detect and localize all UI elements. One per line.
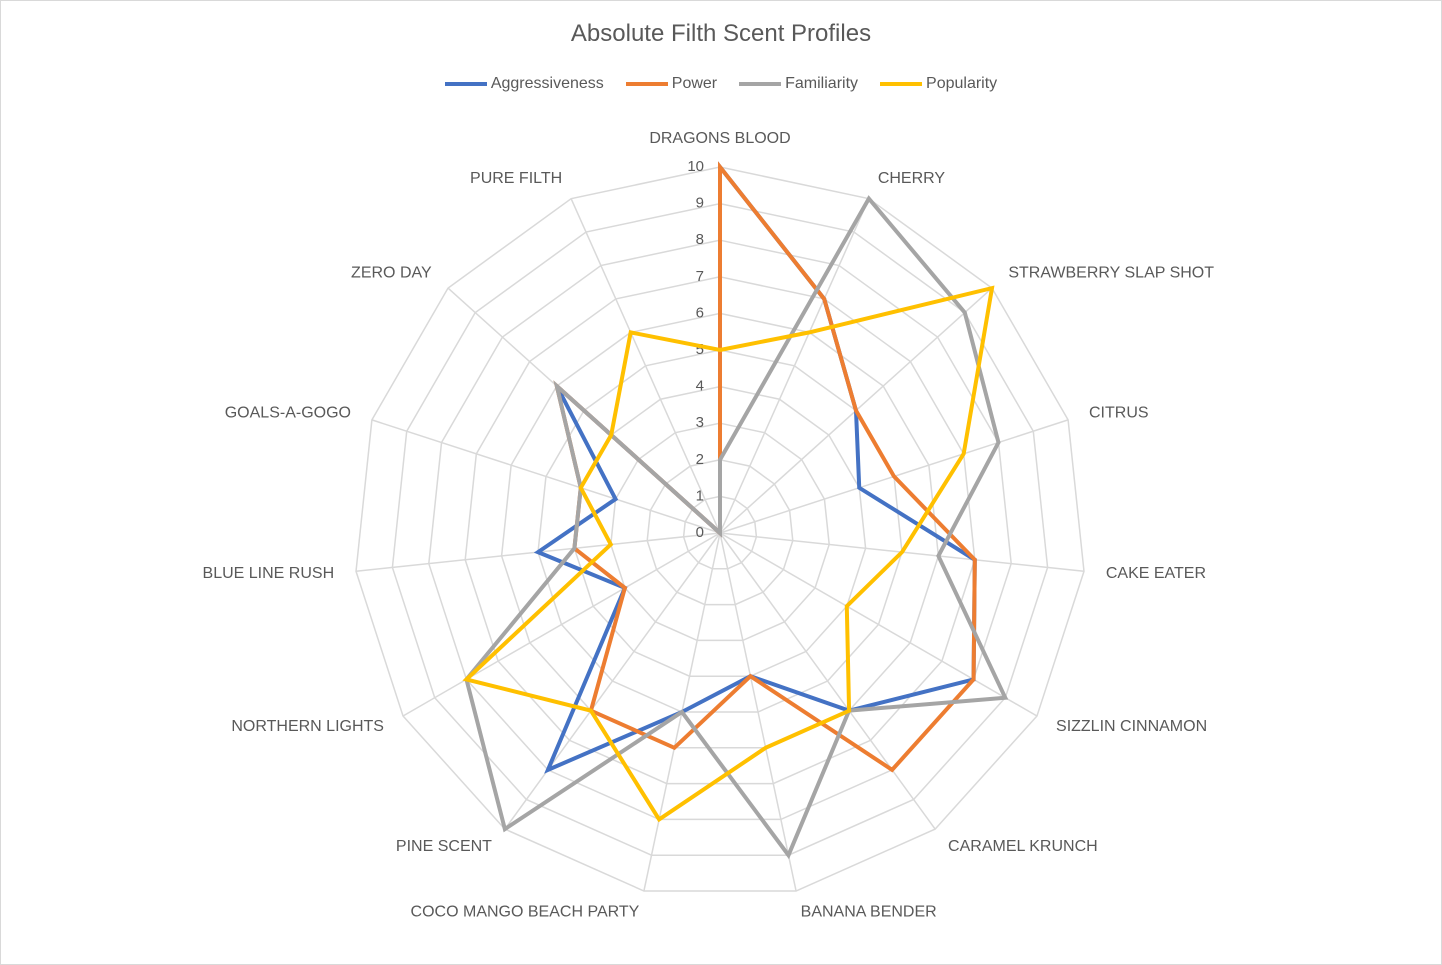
axis-tick-label: 5 xyxy=(696,341,704,358)
legend-label: Power xyxy=(671,75,718,92)
legend-item-aggressiveness: Aggressiveness xyxy=(444,75,604,93)
axis-tick-label: 3 xyxy=(696,414,704,431)
category-label: DRAGONS BLOOD xyxy=(649,130,790,147)
category-label: CITRUS xyxy=(1089,404,1149,421)
grid-ring xyxy=(391,202,1049,856)
category-label: COCO MANGO BEACH PARTY xyxy=(411,904,640,921)
category-label: PURE FILTH xyxy=(470,170,562,187)
legend-swatch xyxy=(880,82,923,86)
axis-tick-label: 7 xyxy=(696,268,704,285)
grid-spoke xyxy=(371,419,721,534)
category-label: BLUE LINE RUSH xyxy=(203,565,335,582)
legend-item-power: Power xyxy=(625,75,718,93)
grid-spoke xyxy=(504,532,721,830)
grid-ring xyxy=(428,239,1012,821)
axis-tick-label: 0 xyxy=(696,524,704,541)
series-line-popularity xyxy=(462,285,995,823)
grid-ring xyxy=(464,276,976,785)
grid-ring xyxy=(682,495,758,570)
axis-tick-label: 10 xyxy=(687,158,704,175)
grid-ring xyxy=(610,422,830,642)
legend-swatch xyxy=(739,82,782,86)
category-label: GOALS-A-GOGO xyxy=(225,404,351,421)
category-label: STRAWBERRY SLAP SHOT xyxy=(1008,265,1214,282)
chart-title: Absolute Filth Scent Profiles xyxy=(570,20,872,47)
legend-label: Aggressiveness xyxy=(490,75,604,92)
category-label: ZERO DAY xyxy=(351,265,432,282)
category-label: CHERRY xyxy=(878,170,946,187)
axis-tick-label: 1 xyxy=(696,487,704,504)
grid-ring xyxy=(500,312,940,749)
legend-label: Popularity xyxy=(926,75,998,92)
axis-tick-label: 9 xyxy=(696,195,704,212)
legend-swatch xyxy=(444,82,487,86)
legend-item-familiarity: Familiarity xyxy=(739,75,858,93)
category-label: CARAMEL KRUNCH xyxy=(948,838,1098,855)
grid-spoke xyxy=(719,532,1038,717)
grid-ring xyxy=(646,459,794,606)
category-label: BANANA BENDER xyxy=(801,904,937,921)
legend-swatch xyxy=(625,82,668,86)
legend-item-popularity: Popularity xyxy=(880,75,997,93)
grid-spoke xyxy=(402,532,721,717)
legend-label: Familiarity xyxy=(785,75,859,92)
legend: Aggressiveness Power Familiarity Popular… xyxy=(0,75,1442,93)
series-line-familiarity xyxy=(464,195,1009,860)
grid-spoke xyxy=(719,532,936,830)
grid-spoke xyxy=(570,198,721,534)
axis-tick-label: 2 xyxy=(696,451,704,468)
grid-spoke xyxy=(719,198,870,534)
category-label: PINE SCENT xyxy=(396,838,492,855)
axis-tick-label: 8 xyxy=(696,231,704,248)
series-line-aggressiveness xyxy=(533,161,977,774)
grid-spoke xyxy=(719,532,797,892)
category-label: SIZZLIN CINNAMON xyxy=(1056,718,1207,735)
axis-tick-label: 4 xyxy=(696,378,704,395)
grid-ring xyxy=(355,166,1085,892)
axis-tick-label: 6 xyxy=(696,304,704,321)
category-label: NORTHERN LIGHTS xyxy=(231,718,384,735)
category-label: CAKE EATER xyxy=(1106,565,1206,582)
series-line-power xyxy=(553,161,977,773)
